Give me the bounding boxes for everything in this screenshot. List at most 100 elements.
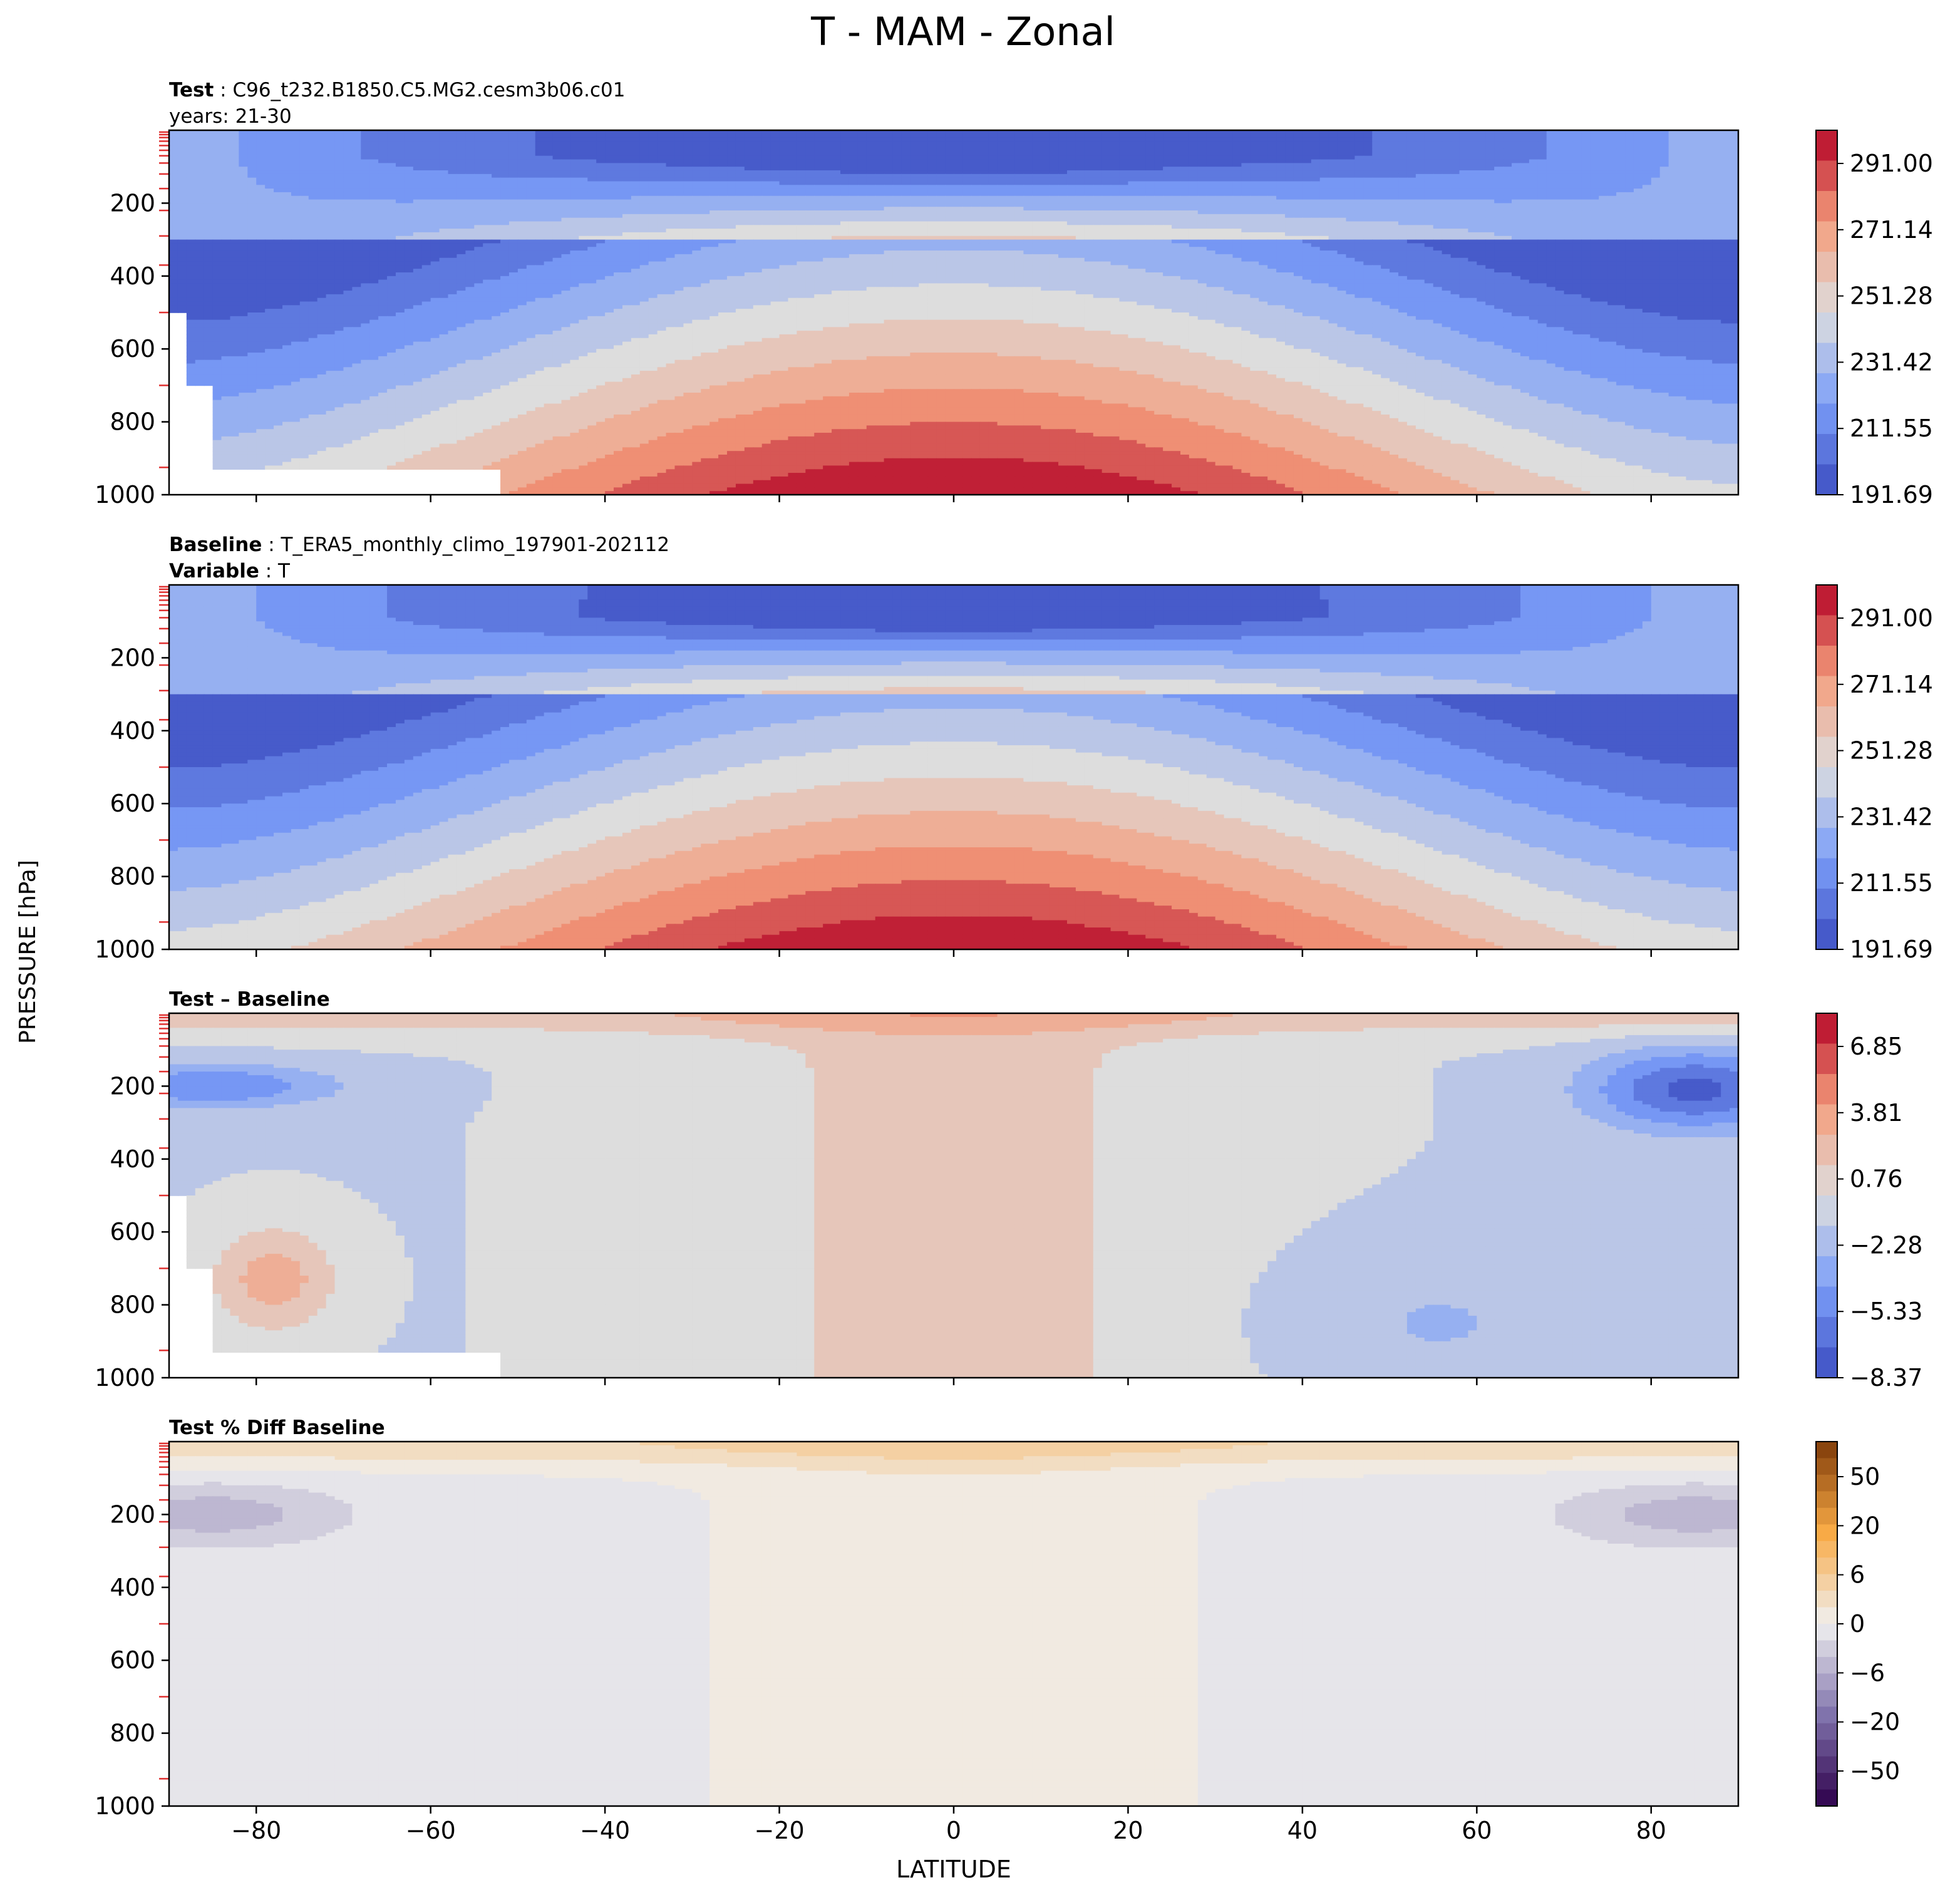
field-cell: [326, 181, 336, 185]
field-cell: [343, 160, 353, 164]
field-cell: [1468, 225, 1477, 229]
field-cell: [1564, 138, 1574, 142]
field-cell: [422, 134, 431, 138]
field-cell: [989, 167, 998, 171]
field-cell: [483, 167, 492, 171]
field-cell: [674, 178, 684, 182]
field-cell: [587, 141, 597, 145]
field-cell: [674, 152, 684, 157]
field-cell: [1189, 188, 1199, 193]
field-cell: [701, 178, 710, 182]
field-cell: [492, 134, 501, 138]
field-cell: [195, 218, 205, 222]
field-cell: [343, 203, 353, 207]
field-cell: [1067, 152, 1076, 157]
field-cell: [527, 145, 536, 149]
field-cell: [1494, 145, 1504, 149]
field-cell: [343, 200, 353, 204]
field-cell: [1111, 203, 1120, 207]
field-cell: [1111, 174, 1120, 178]
field-cell: [282, 229, 292, 233]
field-cell: [1634, 196, 1643, 200]
field-cell: [605, 163, 614, 167]
field-cell: [239, 185, 248, 189]
field-cell: [1599, 181, 1608, 185]
field-cell: [256, 134, 266, 138]
field-cell: [1041, 225, 1050, 229]
field-cell: [1572, 185, 1582, 189]
field-cell: [1215, 156, 1225, 160]
field-cell: [1625, 145, 1634, 149]
field-cell: [1607, 163, 1617, 167]
field-cell: [1285, 181, 1294, 185]
field-cell: [1398, 138, 1408, 142]
field-cell: [230, 156, 239, 160]
field-cell: [1006, 163, 1016, 167]
field-cell: [1529, 152, 1539, 157]
field-cell: [1468, 145, 1477, 149]
field-cell: [352, 222, 361, 226]
field-cell: [352, 156, 361, 160]
field-cell: [518, 192, 527, 197]
field-cell: [378, 174, 388, 178]
field-cell: [1224, 170, 1234, 175]
field-cell: [335, 218, 344, 222]
field-cell: [788, 203, 797, 207]
field-cell: [1520, 145, 1530, 149]
field-cell: [247, 196, 257, 200]
field-cell: [1085, 225, 1094, 229]
field-cell: [291, 174, 301, 178]
field-cell: [1555, 218, 1565, 222]
field-cell: [1058, 178, 1068, 182]
field-cell: [823, 141, 832, 145]
field-cell: [343, 148, 353, 153]
field-cell: [980, 222, 989, 226]
field-cell: [1354, 222, 1364, 226]
field-cell: [1381, 148, 1390, 153]
field-cell: [1694, 185, 1704, 189]
field-cell: [745, 207, 754, 211]
field-cell: [579, 203, 588, 207]
field-cell: [256, 181, 266, 185]
field-cell: [1128, 138, 1137, 142]
field-cell: [1468, 192, 1477, 197]
field-cell: [771, 185, 780, 189]
field-cell: [1572, 141, 1582, 145]
field-cell: [413, 181, 423, 185]
field-cell: [1189, 178, 1199, 182]
field-cell: [1163, 170, 1172, 175]
field-cell: [1014, 192, 1024, 197]
field-cell: [1224, 210, 1234, 215]
field-cell: [352, 174, 361, 178]
field-cell: [1163, 145, 1172, 149]
field-cell: [1564, 170, 1574, 175]
field-cell: [1058, 170, 1068, 175]
field-cell: [239, 222, 248, 226]
field-cell: [1189, 163, 1199, 167]
field-cell: [535, 200, 545, 204]
field-cell: [1555, 196, 1565, 200]
field-cell: [910, 185, 919, 189]
field-cell: [1241, 134, 1251, 138]
field-cell: [1669, 218, 1678, 222]
field-cell: [658, 152, 667, 157]
field-cell: [282, 156, 292, 160]
field-cell: [736, 218, 745, 222]
field-cell: [309, 141, 318, 145]
field-cell: [518, 207, 527, 211]
field-cell: [962, 167, 972, 171]
field-cell: [1643, 218, 1652, 222]
field-cell: [1137, 148, 1146, 153]
field-cell: [587, 203, 597, 207]
field-cell: [1678, 138, 1687, 142]
field-cell: [788, 225, 797, 229]
field-cell: [1416, 181, 1425, 185]
field-cell: [1189, 214, 1199, 219]
field-cell: [1006, 185, 1016, 189]
field-cell: [1712, 156, 1721, 160]
field-cell: [736, 196, 745, 200]
field-cell: [456, 145, 466, 149]
field-cell: [1250, 196, 1259, 200]
field-cell: [222, 148, 231, 153]
field-cell: [553, 152, 562, 157]
